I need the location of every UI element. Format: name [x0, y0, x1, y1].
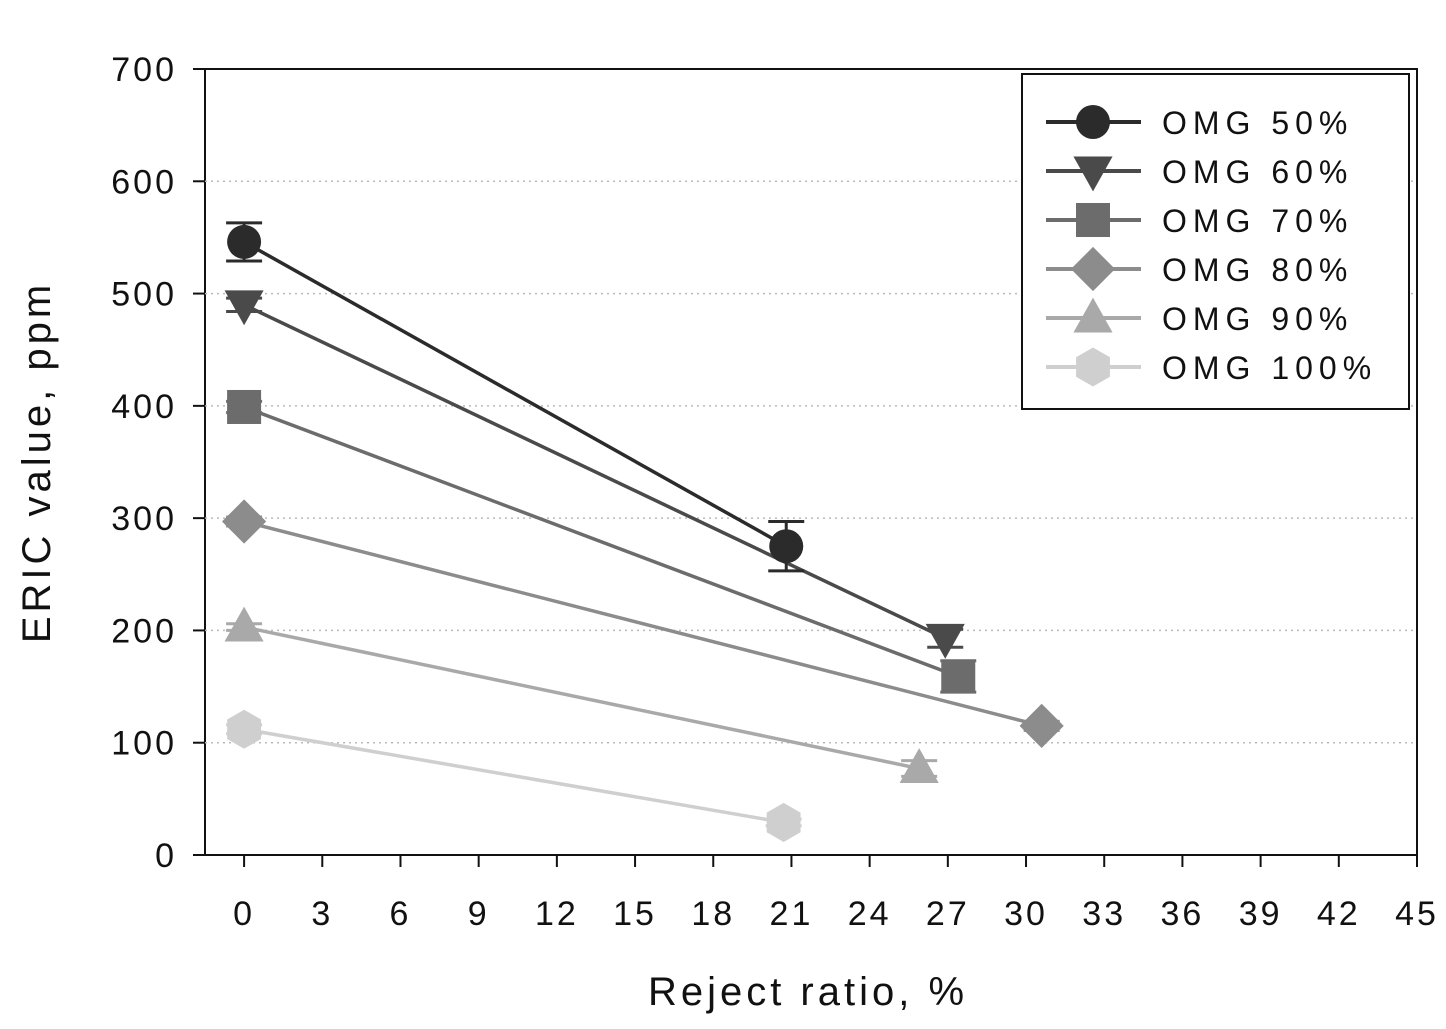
series-line [243, 625, 920, 771]
x-tick-label: 3 [311, 895, 333, 933]
legend-marker [1076, 203, 1110, 237]
series-omg-80- [221, 499, 1064, 748]
data-point [941, 659, 976, 694]
legend-label: OMG 80% [1162, 252, 1353, 288]
plot-area [204, 68, 1418, 856]
x-tick-label: 9 [468, 895, 490, 933]
legend-label: OMG 50% [1162, 105, 1353, 141]
legend-marker [1073, 297, 1113, 333]
legend-marker [1076, 105, 1110, 139]
legend-marker [1070, 246, 1116, 292]
x-tick-label: 36 [1161, 895, 1205, 933]
legend-label: OMG 100% [1162, 350, 1377, 386]
legend-label: OMG 60% [1162, 154, 1353, 190]
y-tick-label: 600 [111, 163, 177, 201]
legend-label: OMG 90% [1162, 301, 1353, 337]
x-tick-label: 39 [1239, 895, 1283, 933]
legend-label: OMG 70% [1162, 203, 1353, 239]
x-tick-label: 6 [390, 895, 412, 933]
data-point [769, 529, 804, 564]
x-tick-label: 33 [1082, 895, 1126, 933]
x-tick-label: 45 [1395, 895, 1439, 933]
x-tick-label: 30 [1004, 895, 1048, 933]
series-omg-50- [226, 221, 805, 573]
y-tick-label: 100 [111, 725, 177, 763]
data-point [766, 802, 801, 842]
data-point [221, 499, 267, 544]
x-tick-label: 15 [613, 895, 657, 933]
y-tick-label: 300 [111, 500, 177, 538]
legend: OMG 50% OMG 60% OMG 70% OMG 80% OMG 90% OMG 1… [1021, 73, 1410, 410]
series-omg-100- [226, 709, 802, 842]
x-tick-label: 18 [691, 895, 735, 933]
y-tick-label: 500 [111, 276, 177, 314]
series-layer [221, 221, 1064, 842]
y-axis-title: ERIC value, ppm [15, 281, 59, 643]
legend-marker [1076, 347, 1110, 387]
x-tick-label: 27 [926, 895, 970, 933]
series-line [243, 405, 959, 679]
data-point [224, 606, 264, 642]
data-point [227, 389, 262, 424]
y-tick-label: 700 [111, 51, 177, 89]
y-tick-label: 0 [155, 837, 177, 875]
x-tick-label: 42 [1317, 895, 1361, 933]
series-line [243, 303, 946, 640]
data-point [925, 623, 965, 659]
x-tick-label: 12 [535, 895, 579, 933]
series-line [243, 240, 788, 548]
y-tick-label: 400 [111, 388, 177, 426]
x-tick-label: 24 [848, 895, 892, 933]
legend-marker [1073, 156, 1113, 192]
x-tick-label: 0 [233, 895, 255, 933]
data-point [1019, 703, 1064, 748]
x-tick-label: 21 [770, 895, 814, 933]
series-omg-70- [226, 389, 977, 694]
series-omg-90- [224, 606, 939, 783]
y-tick-label: 200 [111, 612, 177, 650]
series-line [243, 727, 784, 825]
data-point [227, 224, 262, 259]
series-omg-60- [224, 290, 965, 659]
series-line [243, 519, 1043, 728]
data-point [224, 290, 264, 326]
data-point [899, 748, 939, 783]
x-axis-title: Reject ratio, % [648, 970, 968, 1014]
data-point [227, 709, 262, 749]
